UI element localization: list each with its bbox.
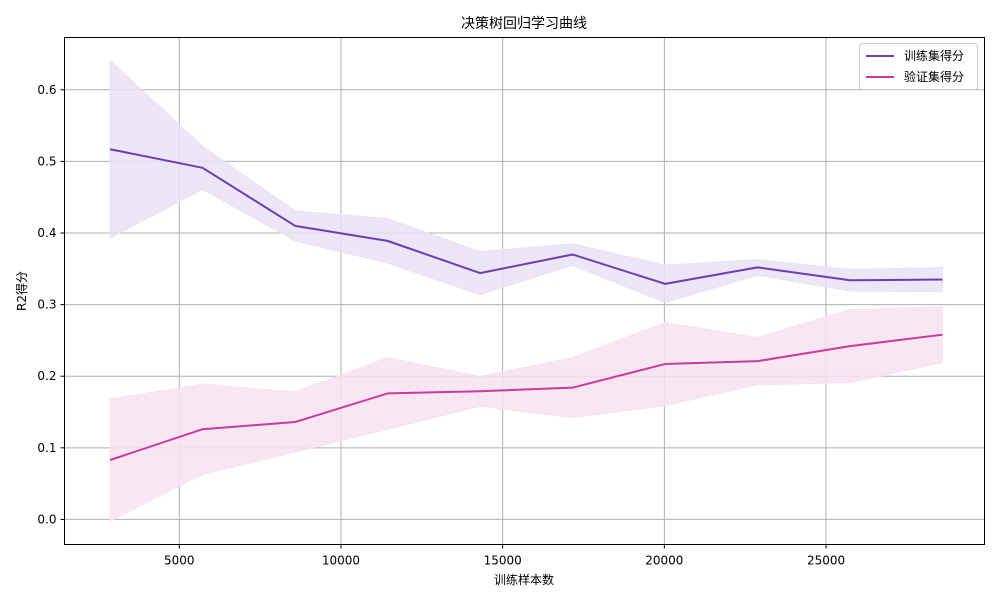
x-tick-label: 25000 xyxy=(807,554,845,568)
series-line-training xyxy=(109,148,943,285)
y-tick-label: 0.3 xyxy=(37,298,56,312)
y-tick-label: 0.4 xyxy=(37,226,56,240)
plot-frame xyxy=(64,37,985,545)
y-tick-label: 0.6 xyxy=(37,83,56,97)
legend: 训练集得分 验证集得分 xyxy=(859,43,978,90)
x-tick-label: 10000 xyxy=(322,554,360,568)
legend-label-training: 训练集得分 xyxy=(904,48,964,63)
x-axis-title: 训练样本数 xyxy=(494,572,554,587)
series-line-validation xyxy=(109,333,943,461)
y-tick-label: 0.2 xyxy=(37,369,56,383)
y-tick-label: 0.5 xyxy=(37,154,56,168)
y-tick-label: 0.1 xyxy=(37,441,56,455)
confidence-band-validation xyxy=(109,306,943,522)
x-tick-label: 20000 xyxy=(645,554,683,568)
confidence-band-training xyxy=(109,59,943,303)
y-tick-label: 0.0 xyxy=(37,512,56,526)
x-tick-label: 15000 xyxy=(484,554,522,568)
legend-label-validation: 验证集得分 xyxy=(904,69,964,84)
line-layer xyxy=(109,148,943,461)
band-layer xyxy=(109,59,943,522)
tick-layer: 5000 10000 15000 20000 25000 0.0 0.1 0.2 0.3 0.4 0… xyxy=(37,83,845,568)
y-axis-title: R2得分 xyxy=(14,271,29,311)
chart-title: 决策树回归学习曲线 xyxy=(461,15,587,32)
x-tick-label: 5000 xyxy=(164,554,195,568)
